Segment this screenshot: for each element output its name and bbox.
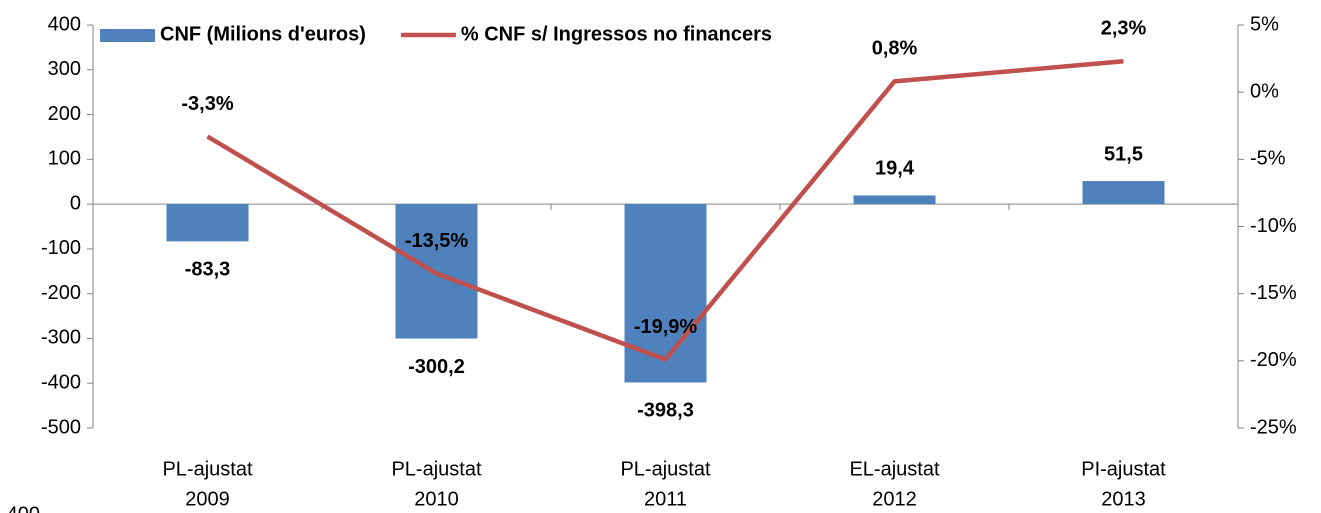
bar-label: 19,4: [875, 158, 915, 180]
line-label: -19,9%: [634, 316, 698, 338]
y2-tick-label: 5%: [1250, 13, 1279, 35]
legend-label: % CNF s/ Ingressos no financers: [461, 23, 772, 45]
y2-tick-label: -20%: [1250, 349, 1297, 371]
y2-tick-label: -10%: [1250, 215, 1297, 237]
bar-label: -83,3: [185, 259, 231, 281]
y2-tick-label: -15%: [1250, 282, 1297, 304]
x-tick-label: 2013: [1101, 488, 1146, 510]
annotation: -400: [0, 503, 40, 513]
y-tick-label: -200: [41, 282, 81, 304]
y-tick-label: -100: [41, 237, 81, 259]
x-tick-label: PI-ajustat: [1081, 458, 1166, 480]
bar-label: -300,2: [408, 356, 465, 378]
x-tick-label: PL-ajustat: [620, 458, 710, 480]
bar: [853, 195, 936, 205]
line-label: 2,3%: [1101, 18, 1147, 40]
line: [206, 59, 1124, 362]
bar-label: -398,3: [637, 400, 694, 422]
x-tick-label: PL-ajustat: [162, 458, 252, 480]
y2-tick-label: -5%: [1250, 148, 1286, 170]
line-label: -3,3%: [181, 93, 233, 115]
y-tick-label: 400: [48, 13, 81, 35]
y-tick-label: -300: [41, 327, 81, 349]
y-tick-label: -500: [41, 416, 81, 438]
x-tick-label: 2009: [185, 488, 230, 510]
y-tick-label: -400: [41, 372, 81, 394]
x-tick-label: 2011: [644, 488, 687, 510]
line-label: 0,8%: [872, 38, 918, 60]
y-tick-label: 100: [48, 148, 81, 170]
x-tick-label: 2012: [872, 488, 917, 510]
x-tick-label: 2010: [414, 488, 459, 510]
y-tick-label: 300: [48, 58, 81, 80]
y2-tick-label: 0%: [1250, 80, 1279, 102]
bar: [1082, 181, 1165, 205]
bar-label: 51,5: [1104, 143, 1143, 165]
legend-label: CNF (Milions d'euros): [160, 23, 366, 45]
legend-swatch: [100, 29, 155, 42]
x-tick-label: EL-ajustat: [849, 458, 939, 480]
y-tick-label: 0: [70, 192, 81, 214]
x-tick-label: PL-ajustat: [391, 458, 481, 480]
y-tick-label: 200: [48, 103, 81, 125]
line-label: -13,5%: [405, 230, 469, 252]
bar: [166, 204, 249, 242]
bar: [624, 204, 707, 383]
y2-tick-label: -25%: [1250, 416, 1297, 438]
